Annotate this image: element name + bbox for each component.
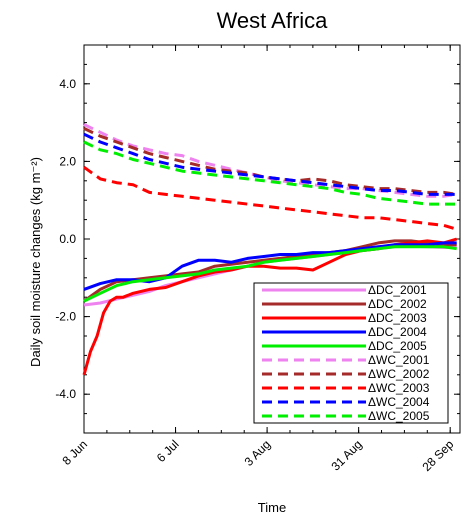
legend-label: ΔDC_2004	[368, 325, 427, 339]
x-tick-label: 31 Aug	[328, 437, 364, 473]
series-line-wc2005	[83, 140, 457, 206]
y-tick-label: 0.0	[59, 232, 76, 246]
legend-box	[253, 282, 449, 424]
y-tick-label: -2.0	[55, 310, 76, 324]
series-line-dc2002	[83, 239, 457, 303]
legend-label: ΔWC_2001	[368, 353, 430, 367]
series-line-wc2004	[83, 132, 457, 196]
y-axis-label: Daily soil moisture changes (kg m⁻²)	[28, 157, 43, 367]
x-tick-label: 8 Jun	[59, 437, 90, 468]
chart-title: West Africa	[217, 8, 329, 33]
legend-label: ΔDC_2002	[368, 297, 427, 311]
series-lines	[82, 123, 458, 376]
legend-label: ΔWC_2005	[368, 409, 430, 423]
legend: ΔDC_2001ΔDC_2002ΔDC_2003ΔDC_2004ΔDC_2005…	[253, 282, 449, 424]
y-tick-label: 4.0	[59, 77, 76, 91]
legend-label: ΔWC_2002	[368, 367, 430, 381]
x-tick-label: 6 Jul	[154, 437, 182, 465]
series-line-wc2001	[83, 123, 457, 198]
legend-label: ΔWC_2004	[368, 395, 430, 409]
y-tick-label: 2.0	[59, 154, 76, 168]
y-tick-label: -4.0	[55, 387, 76, 401]
x-axis-label: Time	[258, 500, 286, 514]
series-line-wc2002	[83, 127, 457, 196]
legend-label: ΔDC_2003	[368, 311, 427, 325]
x-tick-label: 28 Sep	[420, 437, 457, 474]
legend-label: ΔDC_2005	[368, 339, 427, 353]
x-tick-label: 3 Aug	[242, 437, 274, 469]
legend-label: ΔDC_2001	[368, 283, 427, 297]
series-line-wc2003	[83, 165, 458, 231]
legend-label: ΔWC_2003	[368, 381, 430, 395]
series-line-dc2005	[83, 245, 457, 303]
